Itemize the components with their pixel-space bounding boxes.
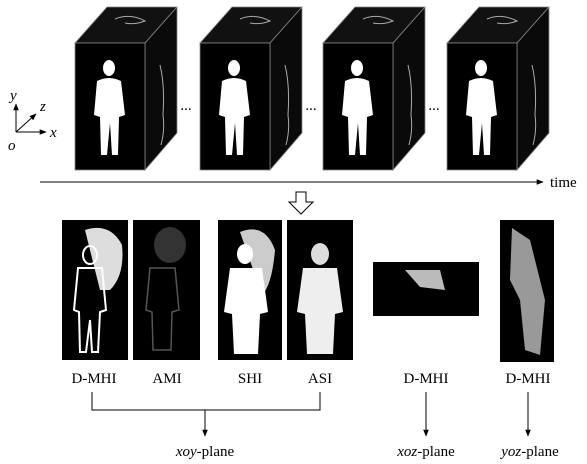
video-cube: [447, 7, 549, 170]
plane-label: xoz-plane: [396, 444, 455, 460]
down-arrow: [289, 192, 313, 214]
time-label: time: [550, 175, 577, 191]
video-cube: [323, 7, 425, 170]
ellipsis: ...: [180, 98, 191, 114]
axis-label: z: [39, 99, 46, 115]
image-dmhi-xoz: [373, 262, 479, 316]
image-label: D-MHI: [506, 371, 551, 387]
bracket: [92, 392, 320, 410]
plane-italic: xoy: [175, 444, 197, 460]
axis-label: y: [8, 88, 17, 104]
image-dmhi: [62, 220, 128, 360]
plane-text: -plane: [197, 444, 235, 460]
image-label: D-MHI: [404, 371, 449, 387]
ellipsis: ...: [305, 98, 316, 114]
image-label: D-MHI: [72, 371, 117, 387]
plane-text: -plane: [417, 444, 455, 460]
image-label: SHI: [238, 371, 262, 387]
z-axis: [16, 114, 36, 132]
image-dmhi-yoz: [500, 220, 554, 362]
page: ... ... ... y z o x time D: [0, 0, 587, 464]
ellipsis: ...: [428, 98, 439, 114]
plane-text: -plane: [521, 444, 559, 460]
image-label: ASI: [308, 371, 332, 387]
image-shi: [218, 220, 282, 360]
diagram: ... ... ... y z o x time D: [0, 0, 587, 464]
image-asi: [287, 220, 353, 360]
video-cube: [75, 7, 177, 170]
video-cube: [200, 7, 302, 170]
image-ami: [133, 220, 200, 360]
plane-italic: yoz: [499, 444, 521, 460]
plane-italic: xoz: [396, 444, 417, 460]
axis-label: x: [49, 125, 57, 141]
image-label: AMI: [152, 371, 181, 387]
plane-label: yoz-plane: [499, 444, 559, 460]
plane-label: xoy-plane: [175, 444, 235, 460]
axis-label: o: [8, 138, 16, 154]
